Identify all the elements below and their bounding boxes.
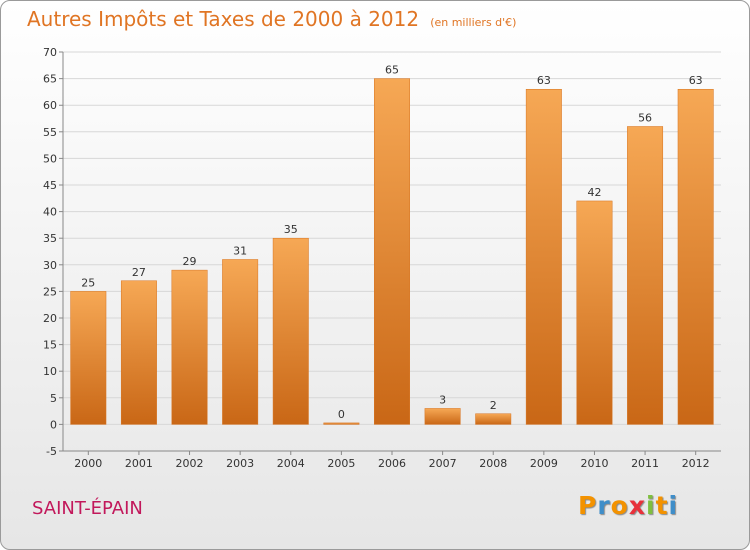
- y-tick-label: 30: [43, 259, 57, 272]
- commune-name: SAINT-ÉPAIN: [32, 498, 143, 519]
- bar-2002: [171, 269, 208, 425]
- x-tick-label-2006: 2006: [378, 457, 406, 470]
- x-tick-label-2010: 2010: [580, 457, 608, 470]
- axes: [59, 51, 721, 455]
- bar-2012: [677, 88, 714, 425]
- y-tick-label: 45: [43, 179, 57, 192]
- y-tick-label: 50: [43, 152, 57, 165]
- value-label-2007: 3: [439, 393, 446, 406]
- bar-2009: [525, 88, 562, 425]
- x-tick-labels: 2000 2001 2002 2003 2004 2005 2006 2007 2008 2009…: [74, 457, 709, 470]
- y-tick-label: 35: [43, 232, 57, 245]
- bar-2000: [70, 291, 107, 425]
- proxiti-logo: Proxiti: [578, 491, 678, 520]
- value-label-2006: 65: [385, 64, 399, 77]
- y-tick-label: 25: [43, 285, 57, 298]
- value-label-2010: 42: [587, 186, 601, 199]
- value-label-2009: 63: [537, 74, 551, 87]
- y-tick-label: -5: [46, 445, 57, 458]
- bars: [70, 78, 714, 425]
- bar-2004: [272, 237, 309, 425]
- logo-letter: o: [610, 491, 629, 520]
- bar-2003: [222, 259, 259, 425]
- y-tick-label: 15: [43, 339, 57, 352]
- x-tick-label-2001: 2001: [125, 457, 153, 470]
- logo-letter: P: [578, 491, 598, 520]
- value-label-2012: 63: [689, 74, 703, 87]
- y-tick-label: 70: [43, 46, 57, 59]
- y-tick-label: 40: [43, 206, 57, 219]
- value-label-2000: 25: [81, 276, 95, 289]
- y-tick-label: 60: [43, 99, 57, 112]
- logo-letter: x: [628, 491, 646, 520]
- x-tick-label-2007: 2007: [429, 457, 457, 470]
- x-tick-label-2009: 2009: [530, 457, 558, 470]
- x-tick-label-2003: 2003: [226, 457, 254, 470]
- bar-2006: [374, 78, 410, 425]
- value-label-2011: 56: [638, 111, 652, 124]
- x-tick-label-2012: 2012: [682, 457, 710, 470]
- logo-letter: t: [655, 491, 669, 520]
- value-label-2008: 2: [490, 399, 497, 412]
- x-tick-label-2011: 2011: [631, 457, 659, 470]
- value-labels: 25 27 29 31 35 0 65 3 2 63 42 56 63: [81, 64, 702, 421]
- logo-letter: r: [597, 491, 611, 520]
- value-label-2003: 31: [233, 244, 247, 257]
- value-label-2001: 27: [132, 266, 146, 279]
- y-tick-label: 55: [43, 126, 57, 139]
- bar-2010: [576, 200, 613, 425]
- y-tick-labels: -5 0 5 10 15 20 25 30 35 40 45 50 55 60 65 70: [43, 46, 57, 458]
- x-tick-label-2002: 2002: [176, 457, 204, 470]
- logo-letter: i: [646, 491, 656, 520]
- y-tick-label: 5: [50, 392, 57, 405]
- value-label-2002: 29: [183, 255, 197, 268]
- bar-2011: [627, 126, 664, 425]
- title-row: Autres Impôts et Taxes de 2000 à 2012 (e…: [27, 7, 516, 31]
- chart-unit: (en milliers d'€): [430, 16, 517, 29]
- x-tick-label-2004: 2004: [277, 457, 305, 470]
- value-label-2005: 0: [338, 408, 345, 421]
- value-label-2004: 35: [284, 223, 298, 236]
- chart-title: Autres Impôts et Taxes de 2000 à 2012: [27, 7, 420, 31]
- bar-2001: [120, 280, 157, 425]
- x-tick-label-2000: 2000: [74, 457, 102, 470]
- y-tick-label: 0: [50, 418, 57, 431]
- y-tick-label: 20: [43, 312, 57, 325]
- y-tick-label: 10: [43, 365, 57, 378]
- logo-letter: i: [668, 491, 679, 520]
- bar-2008: [475, 413, 512, 425]
- x-tick-label-2008: 2008: [479, 457, 507, 470]
- bar-2005: [323, 422, 360, 425]
- x-tick-label-2005: 2005: [327, 457, 355, 470]
- bar-2007: [424, 408, 461, 425]
- y-tick-label: 65: [43, 73, 57, 86]
